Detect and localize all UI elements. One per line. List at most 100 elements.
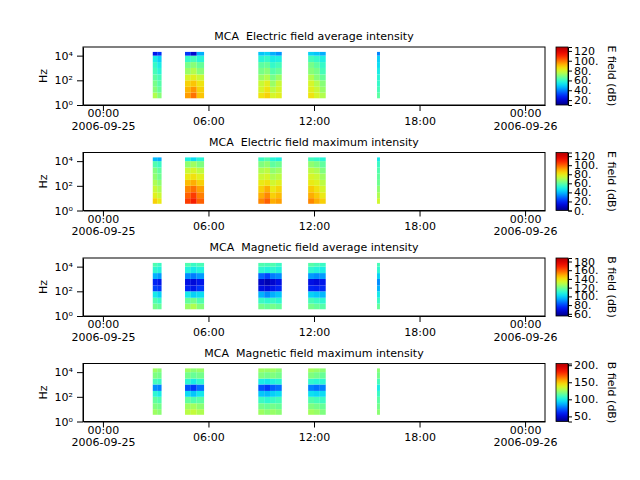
- cell: [320, 68, 326, 74]
- tick-mark: [208, 316, 209, 322]
- cell: [197, 62, 204, 68]
- cell: [308, 161, 314, 167]
- cell: [320, 267, 326, 273]
- cell: [270, 68, 276, 74]
- cell: [258, 87, 264, 93]
- cell: [314, 384, 320, 390]
- cell: [270, 304, 276, 310]
- cell: [264, 173, 270, 179]
- cell: [153, 379, 157, 385]
- cell: [197, 304, 204, 310]
- tick: 18:00: [404, 211, 436, 234]
- cell: [157, 403, 161, 409]
- cell: [314, 161, 320, 167]
- tick-mark: [314, 316, 315, 322]
- colorbar: [556, 47, 568, 105]
- cell: [191, 291, 197, 297]
- tick-mark: [568, 80, 572, 81]
- cell: [308, 267, 314, 273]
- tick-mark: [77, 105, 83, 106]
- y-axis-title: Hz: [37, 174, 50, 188]
- heatmap-cells: [153, 52, 380, 98]
- cell: [377, 168, 380, 174]
- tick: 12:00: [299, 316, 331, 339]
- tick-mark: [77, 397, 83, 398]
- cell: [320, 157, 326, 161]
- cell: [320, 273, 326, 279]
- cell: [185, 403, 191, 409]
- tick-label: 200.: [574, 359, 599, 372]
- tick: 18:00: [404, 422, 436, 445]
- cell: [276, 304, 282, 310]
- cell: [191, 52, 197, 56]
- cell: [197, 52, 204, 56]
- tick-label: 06:00: [193, 220, 225, 233]
- cell: [377, 285, 380, 291]
- cell: [270, 403, 276, 409]
- cell: [270, 62, 276, 68]
- title: MCA Magnetic field average intensity: [209, 241, 418, 254]
- figure: 00:002006-09-2506:0012:0018:0000:002006-…: [0, 0, 640, 480]
- cell: [185, 157, 191, 161]
- tick-mark: [568, 279, 572, 280]
- tick-label: 00:002006-09-26: [494, 213, 558, 239]
- cell: [276, 56, 282, 62]
- tick-mark: [568, 365, 572, 366]
- cell: [320, 391, 326, 397]
- cell: [185, 298, 191, 304]
- tick-label: 18:00: [404, 220, 436, 233]
- tick: 00:002006-09-26: [494, 422, 558, 450]
- tick: 50.: [568, 410, 592, 423]
- cell: [153, 291, 157, 297]
- cell: [197, 192, 204, 198]
- cell: [314, 397, 320, 403]
- axis-line: [83, 48, 84, 106]
- colorbar: [556, 153, 568, 211]
- cell: [264, 304, 270, 310]
- cell: [264, 192, 270, 198]
- cell: [157, 93, 161, 99]
- cell: [258, 379, 264, 385]
- cell: [258, 168, 264, 174]
- tick-label: 00:002006-09-25: [71, 424, 135, 450]
- cell: [320, 372, 326, 378]
- cell: [377, 74, 380, 80]
- tick-label-line: 00:00: [510, 107, 542, 120]
- cell: [320, 168, 326, 174]
- cell: [314, 267, 320, 273]
- cell: [197, 279, 204, 285]
- cell: [185, 56, 191, 62]
- cell: [270, 157, 276, 161]
- cell: [191, 409, 197, 415]
- cell: [197, 80, 204, 86]
- cell: [157, 157, 161, 161]
- cell: [270, 186, 276, 192]
- cell: [197, 384, 204, 390]
- cell: [258, 273, 264, 279]
- tick-mark: [77, 291, 83, 292]
- cell: [258, 74, 264, 80]
- cell: [270, 379, 276, 385]
- cell: [320, 403, 326, 409]
- cell: [258, 80, 264, 86]
- x-axis: 00:002006-09-2506:0012:0018:0000:002006-…: [71, 105, 557, 133]
- cell: [276, 80, 282, 86]
- tick-label: 120: [574, 150, 595, 163]
- cell: [191, 298, 197, 304]
- heatmap-cells: [153, 368, 380, 414]
- tick-label: 50.: [574, 410, 592, 423]
- tick: 150.: [568, 376, 599, 389]
- cell: [191, 74, 197, 80]
- cell: [153, 368, 157, 372]
- tick-label-line: 2006-09-25: [71, 120, 135, 133]
- cell: [185, 279, 191, 285]
- cell: [153, 62, 157, 68]
- cell: [197, 93, 204, 99]
- cell: [153, 180, 157, 186]
- cell: [191, 161, 197, 167]
- cell: [197, 368, 204, 372]
- tick-mark: [77, 186, 83, 187]
- cell: [276, 192, 282, 198]
- tick-mark: [77, 422, 83, 423]
- cell: [276, 74, 282, 80]
